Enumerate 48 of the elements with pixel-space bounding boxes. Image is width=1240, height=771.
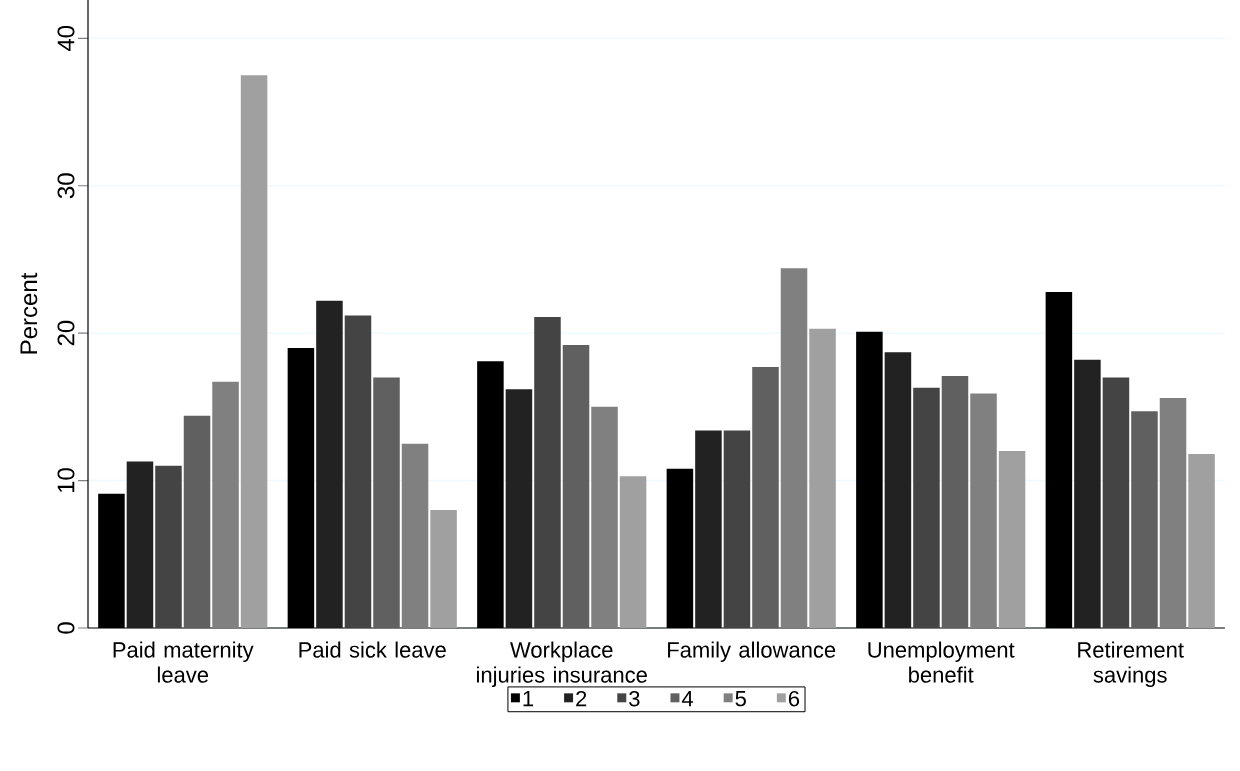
bar — [752, 367, 779, 628]
y-tick-label: 20 — [57, 320, 75, 346]
bar — [591, 406, 618, 628]
bar — [695, 430, 722, 628]
bar — [998, 451, 1026, 628]
y-tick-label: 10 — [57, 468, 75, 493]
bar — [1102, 377, 1130, 628]
bar — [344, 315, 372, 628]
y-tick-label: 40 — [57, 25, 75, 52]
x-tick-label: Unemployment benefit — [868, 641, 1015, 683]
bar — [809, 328, 836, 628]
bar — [884, 352, 912, 628]
x-tick-label: Paid sick leave — [299, 641, 446, 658]
bar — [155, 465, 182, 628]
x-tick-label: Workplace injuries insurance — [476, 641, 647, 688]
legend-label: 2 — [576, 690, 587, 707]
bar — [316, 300, 343, 628]
y-tick-label: 0 — [57, 622, 75, 634]
bar — [1131, 411, 1158, 628]
bar — [240, 75, 268, 628]
bar — [183, 415, 211, 628]
bar — [534, 316, 561, 628]
bar — [1159, 398, 1187, 628]
bar — [913, 387, 940, 628]
legend-label: 3 — [629, 690, 640, 707]
x-tick-label: Retirement savings — [1078, 641, 1184, 688]
bar — [562, 344, 590, 628]
bar — [1188, 454, 1215, 628]
legend-label: 1 — [523, 691, 534, 707]
y-axis-title: Percent — [20, 272, 38, 354]
bar — [126, 461, 154, 628]
bar — [212, 381, 239, 628]
bar — [401, 443, 429, 628]
bar — [723, 430, 751, 628]
bar — [373, 377, 400, 628]
legend-label: 5 — [735, 691, 746, 707]
x-tick-label: Paid maternity leave — [113, 641, 254, 683]
bar — [619, 476, 647, 628]
bar — [505, 389, 533, 628]
bar — [780, 268, 808, 628]
legend-label: 6 — [788, 690, 800, 707]
bar — [430, 510, 457, 628]
bar — [970, 393, 997, 628]
x-tick-label: Family allowance — [668, 641, 836, 663]
bar — [1074, 359, 1101, 628]
legend-label: 4 — [681, 691, 694, 707]
y-tick-label: 30 — [57, 173, 75, 199]
bar — [941, 375, 969, 628]
